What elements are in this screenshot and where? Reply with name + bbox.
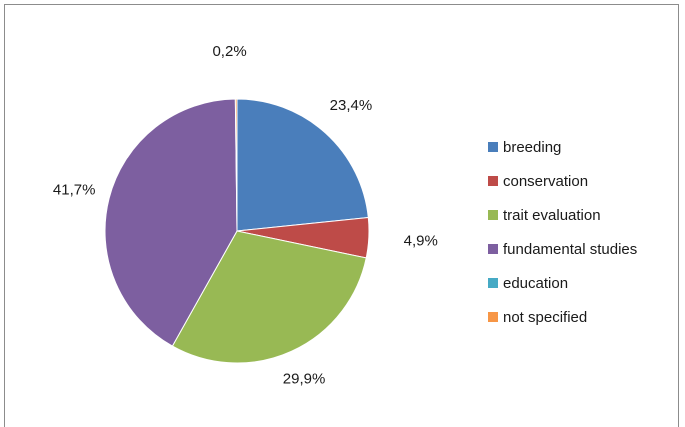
legend-swatch-not-specified [488,312,498,322]
pie-slices [104,98,370,364]
pie-slice-breeding [236,98,369,232]
data-label-fundamental-studies: 41,7% [53,182,96,199]
legend-label-conservation: conservation [503,173,588,190]
legend-label-not-specified: not specified [503,309,587,326]
legend: breeding conservation trait evaluation fund… [488,139,637,326]
legend-label-education: education [503,275,568,292]
pie-slice-not-specified [234,98,238,232]
data-labels: 23,4% 4,9% 29,9% 41,7% 0,2% [53,43,438,387]
data-label-not-specified: 0,2% [212,43,246,60]
pie-slice-trait-evaluation [171,230,367,364]
legend-label-fundamental-studies: fundamental studies [503,241,637,258]
legend-swatch-fundamental-studies [488,244,498,254]
data-label-breeding: 23,4% [330,97,373,114]
data-label-conservation: 4,9% [404,233,438,250]
legend-swatch-trait-evaluation [488,210,498,220]
legend-swatch-conservation [488,176,498,186]
data-label-trait-evaluation: 29,9% [283,370,326,387]
pie-slice-fundamental-studies [104,98,238,347]
legend-label-trait-evaluation: trait evaluation [503,207,601,224]
legend-swatch-breeding [488,142,498,152]
legend-label-breeding: breeding [503,139,561,156]
legend-swatch-education [488,278,498,288]
